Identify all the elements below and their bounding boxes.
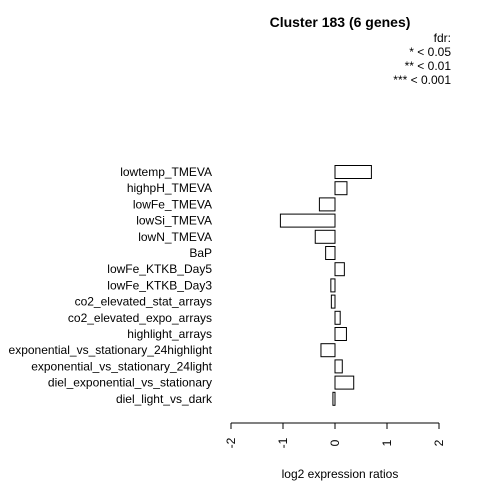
- x-tick-label: 0: [328, 439, 342, 446]
- category-label: lowSi_TMEVA: [136, 214, 212, 228]
- legend: fdr: * < 0.05 ** < 0.01 *** < 0.001: [393, 31, 451, 87]
- category-label: exponential_vs_stationary_24highlight: [9, 343, 213, 357]
- category-label: BaP: [189, 246, 212, 260]
- bar-co2_elevated_stat_arrays: [330, 294, 336, 309]
- x-tick-label: 2: [432, 439, 446, 446]
- bar-lowFe_TMEVA: [318, 197, 336, 212]
- category-labels: lowtemp_TMEVA highpH_TMEVA lowFe_TMEVA lowS…: [9, 165, 213, 406]
- category-label: co2_elevated_expo_arrays: [68, 311, 212, 325]
- x-tick-label: -1: [276, 437, 290, 448]
- category-label: co2_elevated_stat_arrays: [75, 295, 212, 309]
- bar-lowFe_KTKB_Day5: [334, 262, 345, 277]
- bar-lowN_TMEVA: [314, 229, 336, 244]
- category-label: lowFe_KTKB_Day5: [107, 262, 212, 276]
- bar-highpH_TMEVA: [334, 181, 348, 196]
- category-label: lowtemp_TMEVA: [120, 165, 212, 179]
- legend-entry-3: *** < 0.001: [393, 73, 451, 87]
- x-axis: -2 -1 0 1 2: [224, 422, 446, 448]
- bar-diel_light_vs_dark: [332, 391, 336, 406]
- category-label: lowFe_TMEVA: [133, 197, 212, 211]
- category-label: highpH_TMEVA: [127, 181, 212, 195]
- bar-highlight_arrays: [334, 327, 347, 341]
- bar-lowFe_KTKB_Day3: [330, 278, 336, 293]
- bar-BaP: [325, 246, 336, 260]
- legend-entry-1: * < 0.05: [409, 45, 451, 59]
- bar-co2_elevated_expo_arrays: [334, 310, 341, 325]
- legend-entry-2: ** < 0.01: [405, 59, 452, 73]
- category-label: diel_exponential_vs_stationary: [48, 376, 212, 390]
- legend-title: fdr:: [434, 31, 451, 45]
- category-label: highlight_arrays: [127, 327, 212, 341]
- bar-exponential_vs_stationary_24light: [334, 359, 343, 374]
- category-label: diel_light_vs_dark: [116, 392, 213, 406]
- category-label: lowFe_KTKB_Day3: [107, 278, 212, 292]
- x-tick-label: 1: [380, 439, 394, 446]
- category-label: lowN_TMEVA: [138, 230, 212, 244]
- x-tick-label: -2: [224, 437, 238, 448]
- bar-lowSi_TMEVA: [279, 213, 336, 228]
- bars: [279, 165, 372, 406]
- chart-title: Cluster 183 (6 genes): [270, 14, 411, 30]
- category-label: exponential_vs_stationary_24light: [31, 359, 212, 373]
- bar-diel_exponential_vs_stationary: [334, 375, 355, 390]
- x-axis-label: log2 expression ratios: [282, 467, 399, 481]
- bar-exponential_vs_stationary_24highlight: [320, 343, 336, 358]
- bar-lowtemp_TMEVA: [334, 165, 372, 179]
